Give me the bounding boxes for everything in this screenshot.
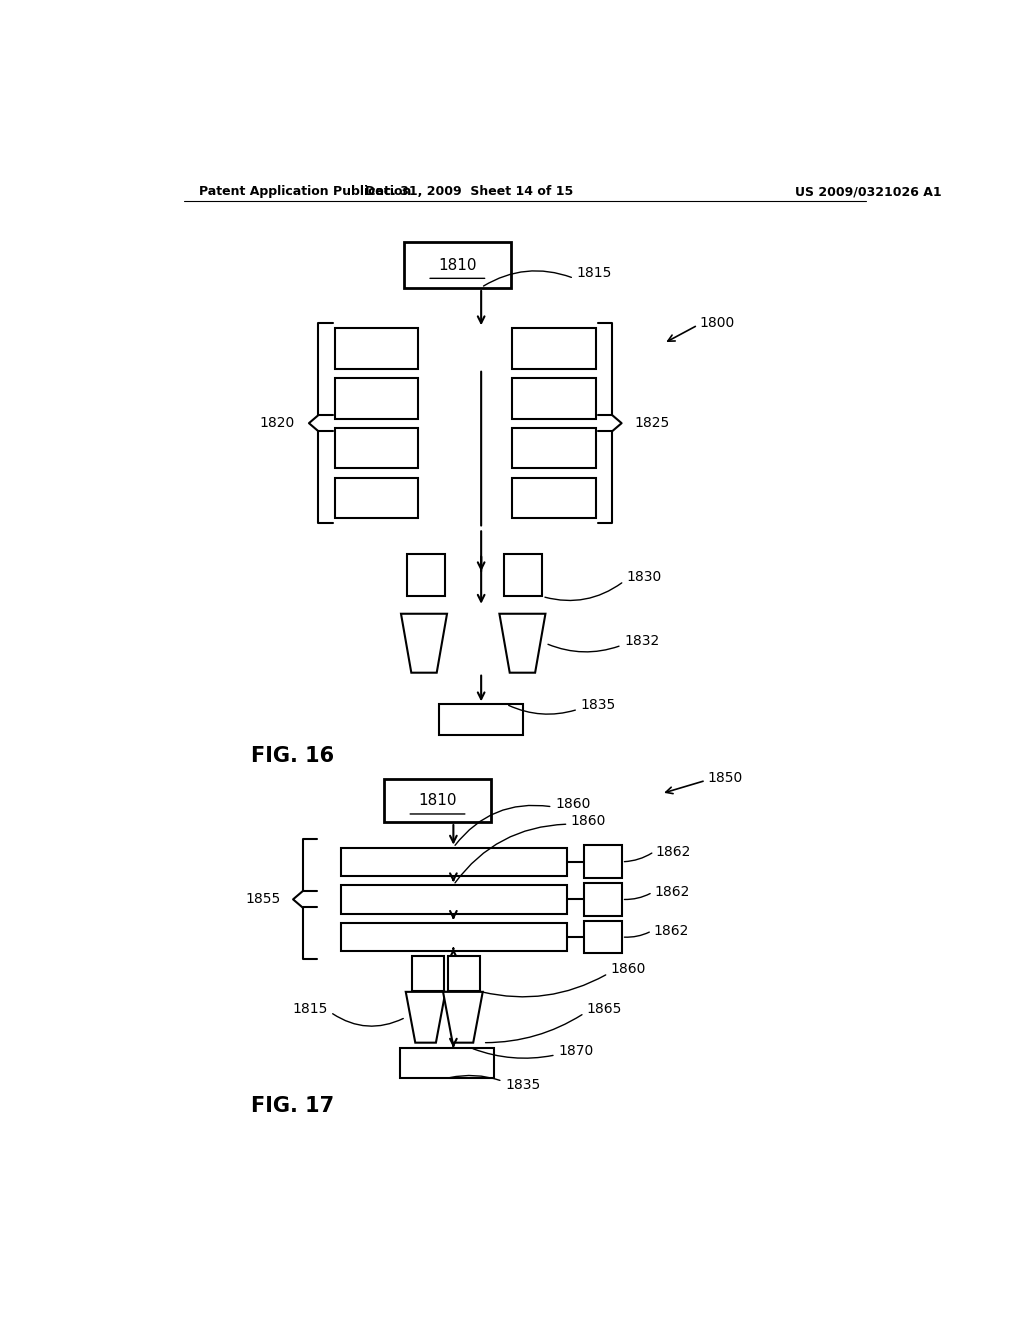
- Bar: [335, 378, 418, 418]
- Bar: [512, 378, 596, 418]
- Text: 1800: 1800: [699, 315, 734, 330]
- Bar: [584, 921, 622, 953]
- Bar: [384, 779, 492, 822]
- Text: 1870: 1870: [558, 1044, 593, 1057]
- Bar: [341, 886, 567, 913]
- Bar: [512, 478, 596, 519]
- Text: FIG. 17: FIG. 17: [251, 1096, 334, 1115]
- Bar: [439, 704, 523, 735]
- Text: 1832: 1832: [624, 634, 659, 648]
- Bar: [504, 554, 543, 597]
- Text: 1820: 1820: [259, 416, 295, 430]
- Text: 1860: 1860: [555, 797, 590, 810]
- Text: 1830: 1830: [627, 570, 662, 585]
- Bar: [335, 428, 418, 469]
- Bar: [412, 956, 443, 991]
- Text: 1850: 1850: [708, 771, 742, 785]
- Bar: [400, 1048, 494, 1078]
- Text: 1835: 1835: [505, 1078, 541, 1093]
- Bar: [584, 846, 622, 878]
- Text: 1862: 1862: [655, 845, 691, 858]
- Bar: [512, 329, 596, 368]
- Text: 1835: 1835: [581, 698, 615, 713]
- Text: 1810: 1810: [438, 257, 476, 273]
- Bar: [584, 883, 622, 916]
- Bar: [447, 956, 479, 991]
- Polygon shape: [443, 991, 482, 1043]
- Text: US 2009/0321026 A1: US 2009/0321026 A1: [795, 185, 941, 198]
- Bar: [403, 243, 511, 288]
- Text: 1862: 1862: [654, 886, 689, 899]
- Text: 1862: 1862: [653, 924, 689, 939]
- Text: Patent Application Publication: Patent Application Publication: [200, 185, 412, 198]
- Bar: [512, 428, 596, 469]
- Bar: [341, 847, 567, 876]
- Text: Dec. 31, 2009  Sheet 14 of 15: Dec. 31, 2009 Sheet 14 of 15: [366, 185, 573, 198]
- Polygon shape: [500, 614, 546, 673]
- Bar: [341, 923, 567, 952]
- Text: 1865: 1865: [587, 1002, 622, 1016]
- Bar: [335, 329, 418, 368]
- Text: 1815: 1815: [577, 267, 611, 280]
- Bar: [335, 478, 418, 519]
- Text: 1825: 1825: [634, 416, 670, 430]
- Text: FIG. 16: FIG. 16: [251, 746, 334, 766]
- Polygon shape: [401, 614, 447, 673]
- Text: 1860: 1860: [610, 962, 646, 977]
- Text: 1855: 1855: [245, 892, 281, 907]
- Text: 1860: 1860: [570, 814, 606, 828]
- Polygon shape: [406, 991, 445, 1043]
- Text: 1810: 1810: [418, 793, 457, 808]
- Text: 1815: 1815: [293, 1002, 328, 1016]
- Bar: [407, 554, 444, 597]
